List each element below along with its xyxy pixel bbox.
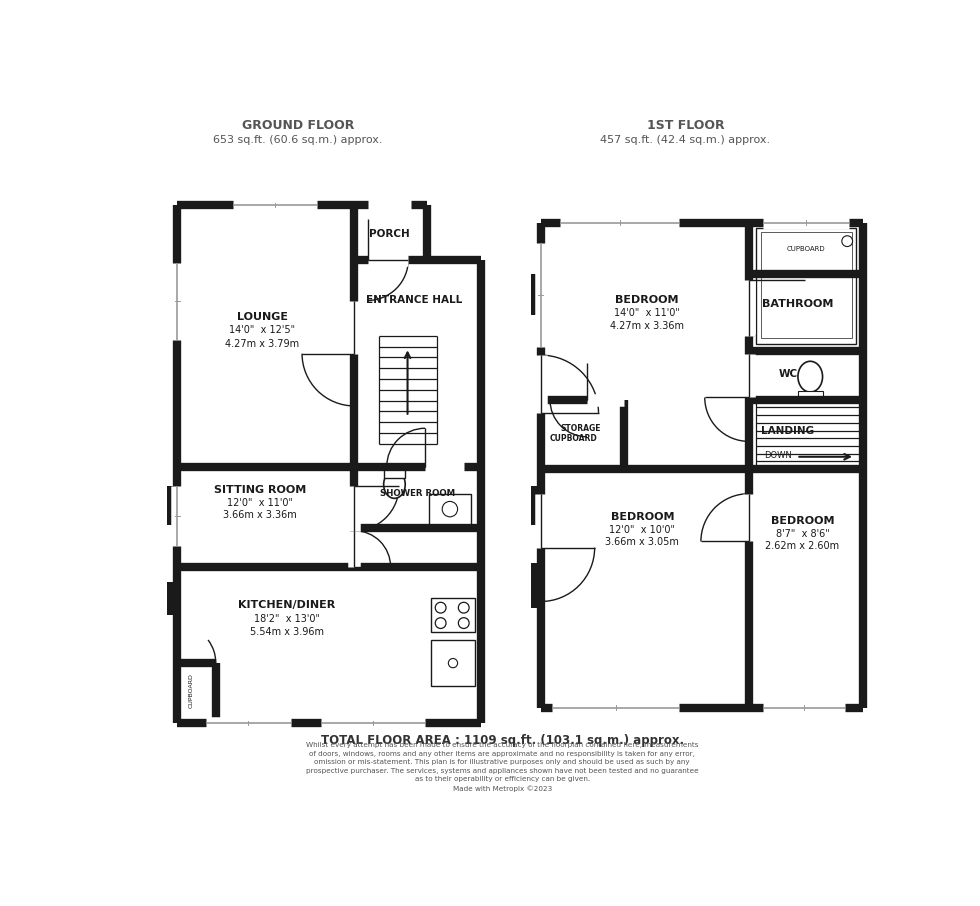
Text: 12'0"  x 11'0": 12'0" x 11'0" [226,498,293,508]
Bar [531,275,541,315]
Text: 3.66m x 3.05m: 3.66m x 3.05m [606,537,679,547]
Text: SHOWER ROOM: SHOWER ROOM [380,489,455,498]
Circle shape [459,602,469,613]
Bar [531,486,541,525]
Text: Whilst every attempt has been made to ensure the accuracy of the floorplan conta: Whilst every attempt has been made to en… [306,742,699,792]
Circle shape [435,602,446,613]
Text: 457 sq.ft. (42.4 sq.m.) approx.: 457 sq.ft. (42.4 sq.m.) approx. [601,134,770,145]
Text: 18'2"  x 13'0": 18'2" x 13'0" [254,614,319,624]
Bar [757,228,857,343]
Text: 14'0"  x 11'0": 14'0" x 11'0" [614,308,680,318]
Bar [431,598,475,632]
Text: 8'7"  x 8'6": 8'7" x 8'6" [776,529,829,539]
Text: DOWN: DOWN [764,450,792,459]
Text: ENTRANCE HALL: ENTRANCE HALL [366,294,462,304]
Bar [431,640,475,686]
Bar [761,232,852,338]
Bar [429,494,471,525]
Bar [384,469,406,478]
Text: 14'0"  x 12'5": 14'0" x 12'5" [229,325,295,335]
Text: 12'0"  x 10'0": 12'0" x 10'0" [610,525,675,535]
Circle shape [449,659,458,668]
Text: TOTAL FLOOR AREA : 1109 sq.ft. (103.1 sq.m.) approx.: TOTAL FLOOR AREA : 1109 sq.ft. (103.1 sq… [320,734,684,747]
Circle shape [459,618,469,629]
Text: CUPBOARD: CUPBOARD [550,434,598,443]
Text: GROUND FLOOR: GROUND FLOOR [242,120,355,132]
Text: 4.27m x 3.36m: 4.27m x 3.36m [610,321,684,331]
Circle shape [842,236,853,246]
Text: KITCHEN/DINER: KITCHEN/DINER [238,601,335,611]
Text: 5.54m x 3.96m: 5.54m x 3.96m [250,627,323,637]
Text: LANDING: LANDING [760,426,813,436]
Bar [531,563,541,608]
Bar [168,583,177,615]
Ellipse shape [798,361,822,392]
Text: STORAGE: STORAGE [561,424,601,433]
Text: BEDROOM: BEDROOM [615,294,679,304]
Text: 3.66m x 3.36m: 3.66m x 3.36m [222,510,297,520]
Text: 4.27m x 3.79m: 4.27m x 3.79m [225,339,299,349]
Text: SITTING ROOM: SITTING ROOM [214,485,306,495]
Text: 653 sq.ft. (60.6 sq.m.) approx.: 653 sq.ft. (60.6 sq.m.) approx. [214,134,383,145]
Circle shape [435,618,446,629]
Text: BATHROOM: BATHROOM [762,299,834,309]
Bar [798,391,822,401]
Text: 2.62m x 2.60m: 2.62m x 2.60m [765,541,840,551]
Text: CUPBOARD: CUPBOARD [189,672,194,708]
Text: CUPBOARD: CUPBOARD [786,246,825,252]
Ellipse shape [384,470,406,498]
Circle shape [442,501,458,516]
Text: BEDROOM: BEDROOM [611,512,674,522]
Text: WC: WC [779,370,799,380]
Text: BEDROOM: BEDROOM [771,516,834,525]
Text: 1ST FLOOR: 1ST FLOOR [647,120,724,132]
Bar [168,486,177,525]
Text: PORCH: PORCH [368,229,410,239]
Text: LOUNGE: LOUNGE [236,312,287,322]
